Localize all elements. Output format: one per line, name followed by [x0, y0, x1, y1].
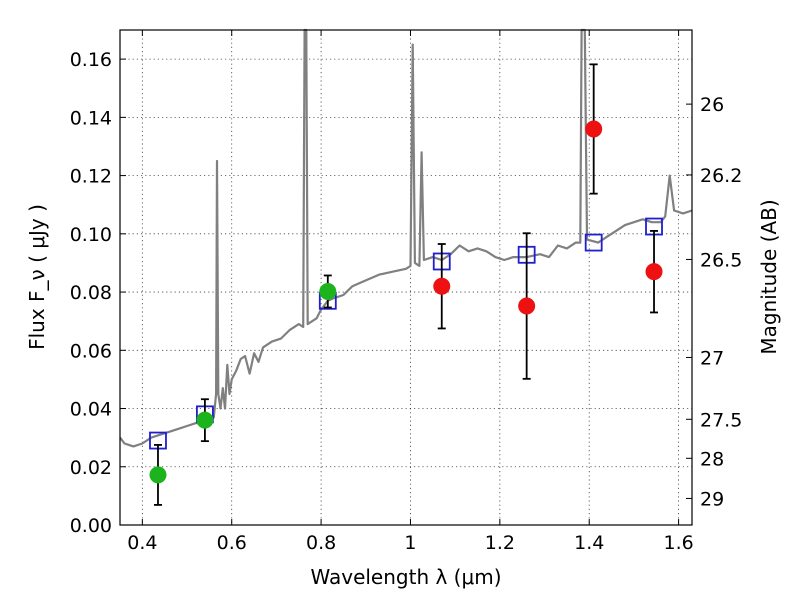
y-tick-label: 0.04	[70, 399, 112, 421]
y-tick-label: 0.06	[70, 340, 112, 362]
y-tick-label: 0.10	[70, 224, 112, 246]
plot-background	[120, 30, 692, 525]
x-tick-label: 1.4	[574, 532, 604, 554]
mag-tick-label: 29	[700, 488, 724, 510]
plot-frame	[119, 29, 693, 526]
y-tick-label: 0.00	[70, 515, 112, 537]
observed-flux-point	[149, 466, 167, 484]
observed-flux-point	[196, 411, 214, 429]
x-axis-label: Wavelength λ (μm)	[310, 565, 501, 589]
x-tick-label: 0.8	[306, 532, 336, 554]
x-tick-label: 0.6	[217, 532, 247, 554]
observed-flux-point	[319, 282, 337, 300]
mag-tick-label: 26.2	[700, 165, 742, 187]
y-tick-label: 0.16	[70, 49, 112, 71]
y-tick-label: 0.08	[70, 282, 112, 304]
observed-flux-point	[645, 263, 663, 281]
mag-tick-label: 28	[700, 448, 724, 470]
x-tick-label: 0.4	[127, 532, 157, 554]
x-tick-label: 1	[404, 532, 416, 554]
y2-axis-label: Magnitude (AB)	[757, 199, 781, 354]
mag-tick-label: 26.5	[700, 249, 742, 271]
x-tick-label: 1.2	[485, 532, 515, 554]
mag-tick-label: 27.5	[700, 409, 742, 431]
y-tick-label: 0.02	[70, 457, 112, 479]
x-tick-label: 1.6	[663, 532, 693, 554]
mag-tick-label: 26	[700, 94, 724, 116]
y-tick-label: 0.14	[70, 107, 112, 129]
observed-flux-point	[585, 120, 603, 138]
y-axis-label: Flux F_ν ( μJy )	[25, 204, 49, 350]
model-flux-square	[584, 233, 603, 252]
mag-tick-label: 27	[700, 347, 724, 369]
axis-ticks: 0.4 0.6 0.8 1 1.2 1.4 1.6 0.00 0.02 0.04 0.06 0.08 0…	[70, 30, 742, 554]
observed-flux-markers	[149, 63, 663, 506]
y-tick-label: 0.12	[70, 166, 112, 188]
observed-flux-point	[433, 277, 451, 295]
observed-flux-point	[518, 297, 536, 315]
